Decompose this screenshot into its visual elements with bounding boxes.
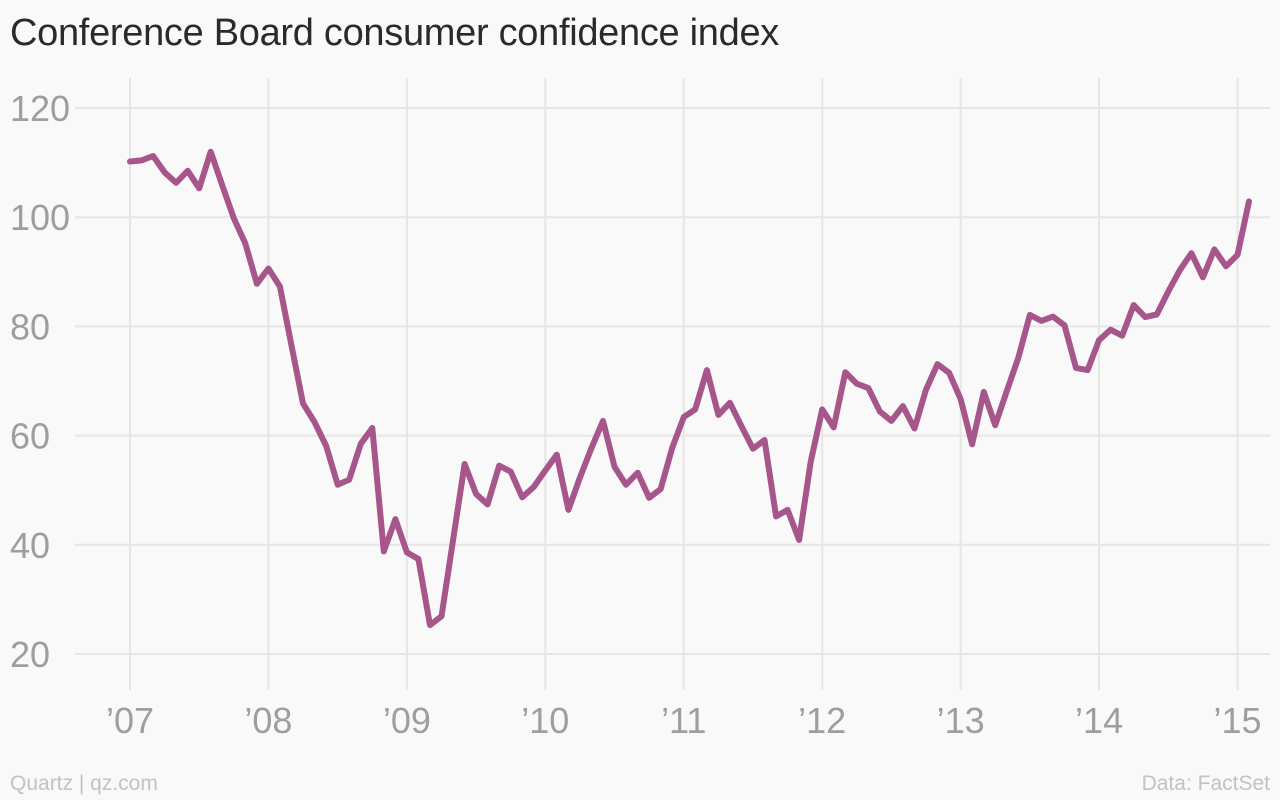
y-tick-label: 20	[10, 634, 50, 675]
x-tick-label: ’08	[244, 700, 292, 741]
y-tick-label: 80	[10, 306, 50, 347]
x-tick-label: ’10	[521, 700, 569, 741]
chart-title: Conference Board consumer confidence ind…	[10, 12, 779, 54]
y-tick-label: 60	[10, 416, 50, 457]
x-tick-label: ’09	[383, 700, 431, 741]
series-line	[127, 148, 1252, 629]
x-tick-label: ’12	[798, 700, 846, 741]
x-tick-label: ’07	[106, 700, 154, 741]
footer-source: Data: FactSet	[1141, 772, 1270, 795]
x-tick-label: ’14	[1075, 700, 1123, 741]
x-gridlines	[129, 78, 1239, 690]
y-gridlines	[75, 107, 1270, 655]
series-group	[127, 148, 1252, 629]
y-tick-label: 40	[10, 525, 50, 566]
x-tick-label: ’11	[661, 700, 706, 741]
x-axis-labels: ’07 ’08 ’09 ’10 ’11 ’12 ’13 ’14 ’15	[106, 700, 1262, 741]
y-tick-label: 120	[10, 88, 70, 129]
y-axis-labels: 20 40 60 80 100 120	[10, 88, 70, 675]
x-tick-label: ’13	[937, 700, 985, 741]
x-tick-label: ’15	[1213, 700, 1261, 741]
y-tick-label: 100	[10, 197, 70, 238]
footer-credit: Quartz | qz.com	[10, 772, 158, 795]
